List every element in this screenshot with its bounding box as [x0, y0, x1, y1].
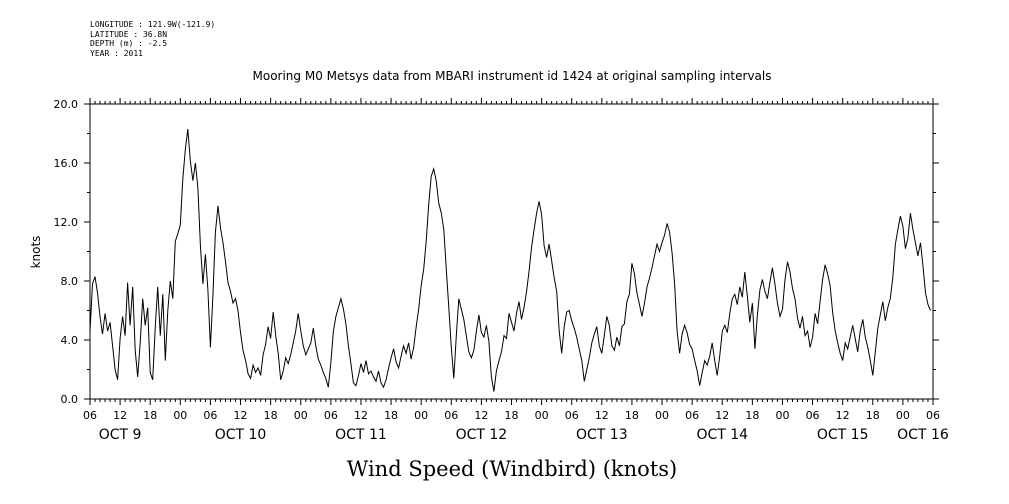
x-hour-tick-label: 00 [535, 409, 549, 422]
y-tick-label: 0.0 [61, 393, 79, 406]
x-hour-tick-label: 00 [655, 409, 669, 422]
x-hour-tick-label: 18 [745, 409, 759, 422]
x-hour-tick-label: 06 [926, 409, 940, 422]
x-hour-tick-label: 12 [234, 409, 248, 422]
x-hour-tick-label: 12 [715, 409, 729, 422]
x-day-label: OCT 9 [99, 427, 142, 443]
x-hour-tick-label: 18 [866, 409, 880, 422]
x-hour-tick-label: 12 [595, 409, 609, 422]
y-tick-label: 4.0 [61, 334, 79, 347]
chart-title: Mooring M0 Metsys data from MBARI instru… [253, 69, 772, 83]
wind-speed-series-line [89, 129, 931, 392]
x-day-label: OCT 10 [215, 427, 267, 443]
y-axis: 0.0 4.0 8.0 12.0 16.0 20.0 [54, 98, 939, 406]
plot-frame [89, 103, 934, 400]
x-hour-tick-label: 00 [294, 409, 308, 422]
y-tick-label: 20.0 [54, 98, 79, 111]
latitude-label: LATITUDE : 36.8N [90, 29, 168, 39]
x-day-label: OCT 12 [456, 427, 508, 443]
x-hour-tick-label: 12 [474, 409, 488, 422]
x-hour-tick-label: 00 [414, 409, 428, 422]
x-hour-tick-label: 06 [685, 409, 699, 422]
x-day-label: OCT 11 [335, 427, 387, 443]
x-axis: 06 12 18 00 06 12 18 00 06 12 18 00 06 12 18 00 06 12 18 00… [83, 98, 949, 443]
x-hour-tick-label: 18 [625, 409, 639, 422]
y-tick-label: 8.0 [61, 275, 79, 288]
x-axis-label: Wind Speed (Windbird) (knots) [347, 457, 677, 481]
x-hour-tick-label: 12 [354, 409, 368, 422]
x-hour-tick-label: 06 [565, 409, 579, 422]
x-hour-tick-label: 18 [384, 409, 398, 422]
mooring-metadata: LONGITUDE : 121.9W(-121.9) LATITUDE : 36.… [90, 20, 215, 58]
y-tick-label: 16.0 [54, 157, 79, 170]
depth-label: DEPTH (m) : -2.5 [90, 39, 168, 48]
x-hour-tick-label: 06 [324, 409, 338, 422]
x-day-label: OCT 15 [817, 427, 869, 443]
x-day-label: OCT 16 [897, 427, 949, 443]
year-label: YEAR : 2011 [90, 48, 143, 58]
x-day-label: OCT 14 [696, 427, 748, 443]
x-hour-tick-label: 18 [264, 409, 278, 422]
x-hour-tick-label: 06 [83, 409, 97, 422]
x-hour-tick-label: 18 [505, 409, 519, 422]
x-hour-tick-label: 06 [444, 409, 458, 422]
x-hour-tick-label: 12 [836, 409, 850, 422]
x-hour-tick-label: 00 [173, 409, 187, 422]
x-day-label: OCT 13 [576, 427, 628, 443]
x-hour-tick-label: 00 [775, 409, 789, 422]
y-axis-label: knots [29, 236, 43, 269]
x-hour-tick-label: 18 [143, 409, 157, 422]
x-hour-tick-label: 12 [113, 409, 127, 422]
x-hour-tick-label: 06 [806, 409, 820, 422]
x-hour-tick-label: 00 [896, 409, 910, 422]
longitude-label: LONGITUDE : 121.9W(-121.9) [90, 20, 216, 29]
y-tick-label: 12.0 [54, 216, 79, 229]
x-hour-tick-label: 06 [203, 409, 217, 422]
